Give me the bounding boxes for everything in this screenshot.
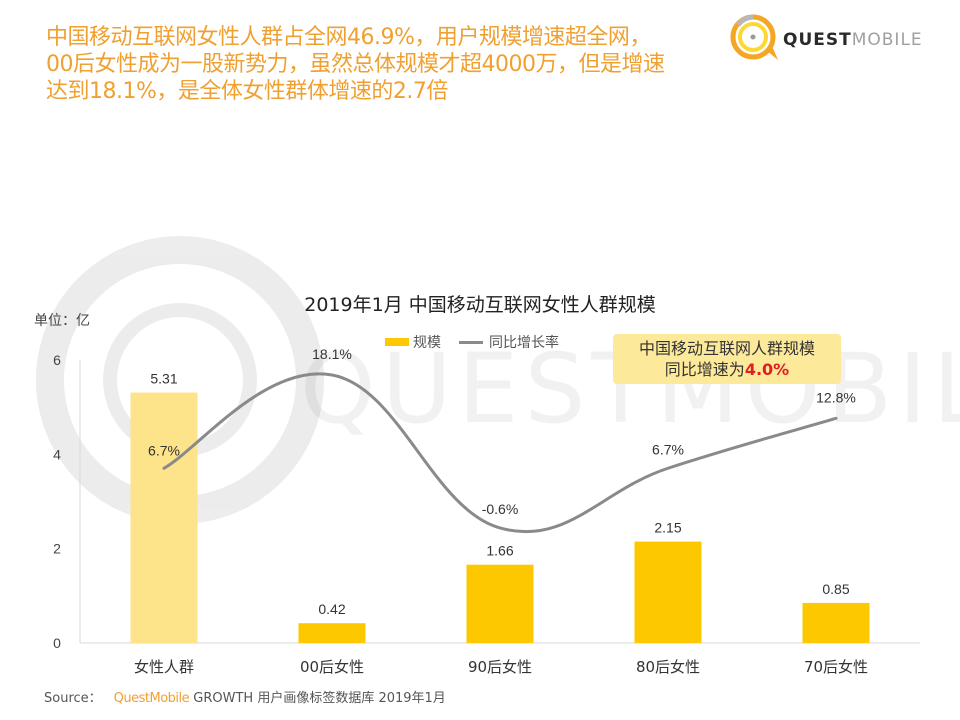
headline: 中国移动互联网女性人群占全网46.9%，用户规模增速超全网， 00后女性成为一股… [46,24,726,105]
headline-line: 达到18.1%，是全体女性群体增速的2.7倍 [46,79,448,104]
line-value-label: 6.7% [652,441,684,457]
x-tick-label: 90后女性 [468,658,532,676]
chart-title: 2019年1月 中国移动互联网女性人群规模 [304,294,656,316]
bar-value-label: 0.85 [822,581,849,597]
line-value-label: 18.1% [312,346,352,362]
x-tick-label: 00后女性 [300,658,364,676]
callout-line1: 中国移动互联网人群规模 [638,339,815,358]
source-brand: QuestMobile [113,691,190,706]
legend-label-line: 同比增长率 [489,335,559,351]
headline-line: 00后女性成为一股新势力，虽然总体规模才超4000万，但是增速 [46,52,665,77]
source-label: Source： [44,691,102,706]
logo-wordmark: QUESTMOBILE [783,30,923,50]
bar [130,392,198,643]
y-tick-label: 4 [53,446,61,462]
source-note: Source： QuestMobile GROWTH 用户画像标签数据库 2019… [44,687,446,706]
x-tick-label: 女性人群 [134,658,194,676]
bar-value-label: 0.42 [318,601,345,617]
headline-line: 中国移动互联网女性人群占全网46.9%，用户规模增速超全网， [46,25,651,50]
legend-label-bar: 规模 [413,335,441,351]
unit-label: 单位：亿 [34,313,90,329]
bar [298,623,366,643]
callout-line2: 同比增速为4.0% [664,360,790,379]
bar-value-label: 2.15 [654,520,681,536]
bar [802,602,870,643]
legend: 规模 同比增长率 [385,332,559,352]
bar-value-label: 1.66 [486,543,513,559]
questmobile-logo-icon [730,14,778,60]
callout-value: 4.0% [744,360,790,379]
x-tick-label: 70后女性 [804,658,868,676]
growth-callout: 中国移动互联网人群规模 同比增速为4.0% [613,334,841,384]
y-tick-label: 6 [53,352,61,368]
bar-value-label: 5.31 [150,371,177,387]
line-value-label: -0.6% [482,501,519,517]
source-text: GROWTH 用户画像标签数据库 2019年1月 [193,691,446,706]
legend-swatch-line [459,340,483,344]
legend-swatch-bar [385,338,409,346]
growth-rate-line [162,372,838,534]
bar [634,541,702,643]
y-tick-label: 0 [53,635,61,651]
y-tick-label: 2 [53,541,61,557]
x-tick-label: 80后女性 [636,658,700,676]
line-value-label: 12.8% [816,389,856,405]
bar [466,564,534,643]
line-value-label: 6.7% [148,442,180,458]
